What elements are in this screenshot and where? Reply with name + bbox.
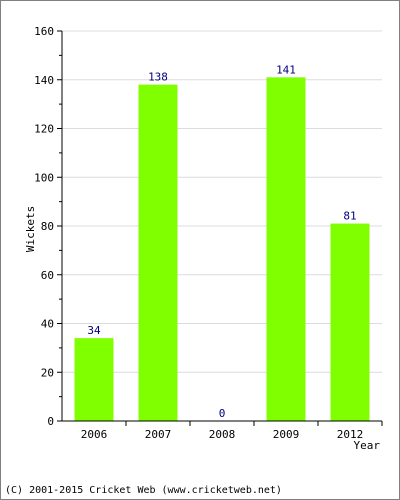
- data-label-2007: 138: [148, 71, 168, 84]
- data-label-2009: 141: [276, 63, 296, 76]
- copyright-footer: (C) 2001-2015 Cricket Web (www.cricketwe…: [5, 485, 282, 496]
- bar-2012: [330, 223, 370, 421]
- x-tick-label-2009: 2009: [273, 428, 300, 441]
- x-tick-label-2007: 2007: [145, 428, 172, 441]
- x-tick-label-2006: 2006: [81, 428, 108, 441]
- x-tick-label-2008: 2008: [209, 428, 236, 441]
- y-tick-label: 20: [41, 366, 54, 379]
- y-tick-label: 80: [41, 220, 54, 233]
- y-tick-label: 60: [41, 269, 54, 282]
- grid-layer: [62, 30, 382, 373]
- x-tick-label-2012: 2012: [337, 428, 364, 441]
- y-tick-label: 140: [34, 74, 54, 87]
- y-tick-label: 0: [47, 415, 54, 428]
- data-label-2006: 34: [87, 324, 101, 337]
- bar-2009: [266, 77, 306, 421]
- y-tick-label: 40: [41, 318, 54, 331]
- label-layer: 0 20 40 60 80 100 120 140 160 34 2006 138 2007 0 2008 1…: [34, 25, 363, 441]
- y-tick-label: 100: [34, 171, 54, 184]
- y-tick-label: 160: [34, 25, 54, 38]
- bar-layer: [74, 77, 370, 421]
- y-axis-title: Wickets: [24, 206, 37, 252]
- data-label-2008: 0: [219, 407, 226, 420]
- y-tick-label: 120: [34, 123, 54, 136]
- bar-2007: [138, 84, 178, 421]
- bar-2006: [74, 338, 114, 421]
- axis-layer: [57, 30, 383, 426]
- data-label-2012: 81: [343, 210, 356, 223]
- x-axis-title: Year: [354, 439, 381, 452]
